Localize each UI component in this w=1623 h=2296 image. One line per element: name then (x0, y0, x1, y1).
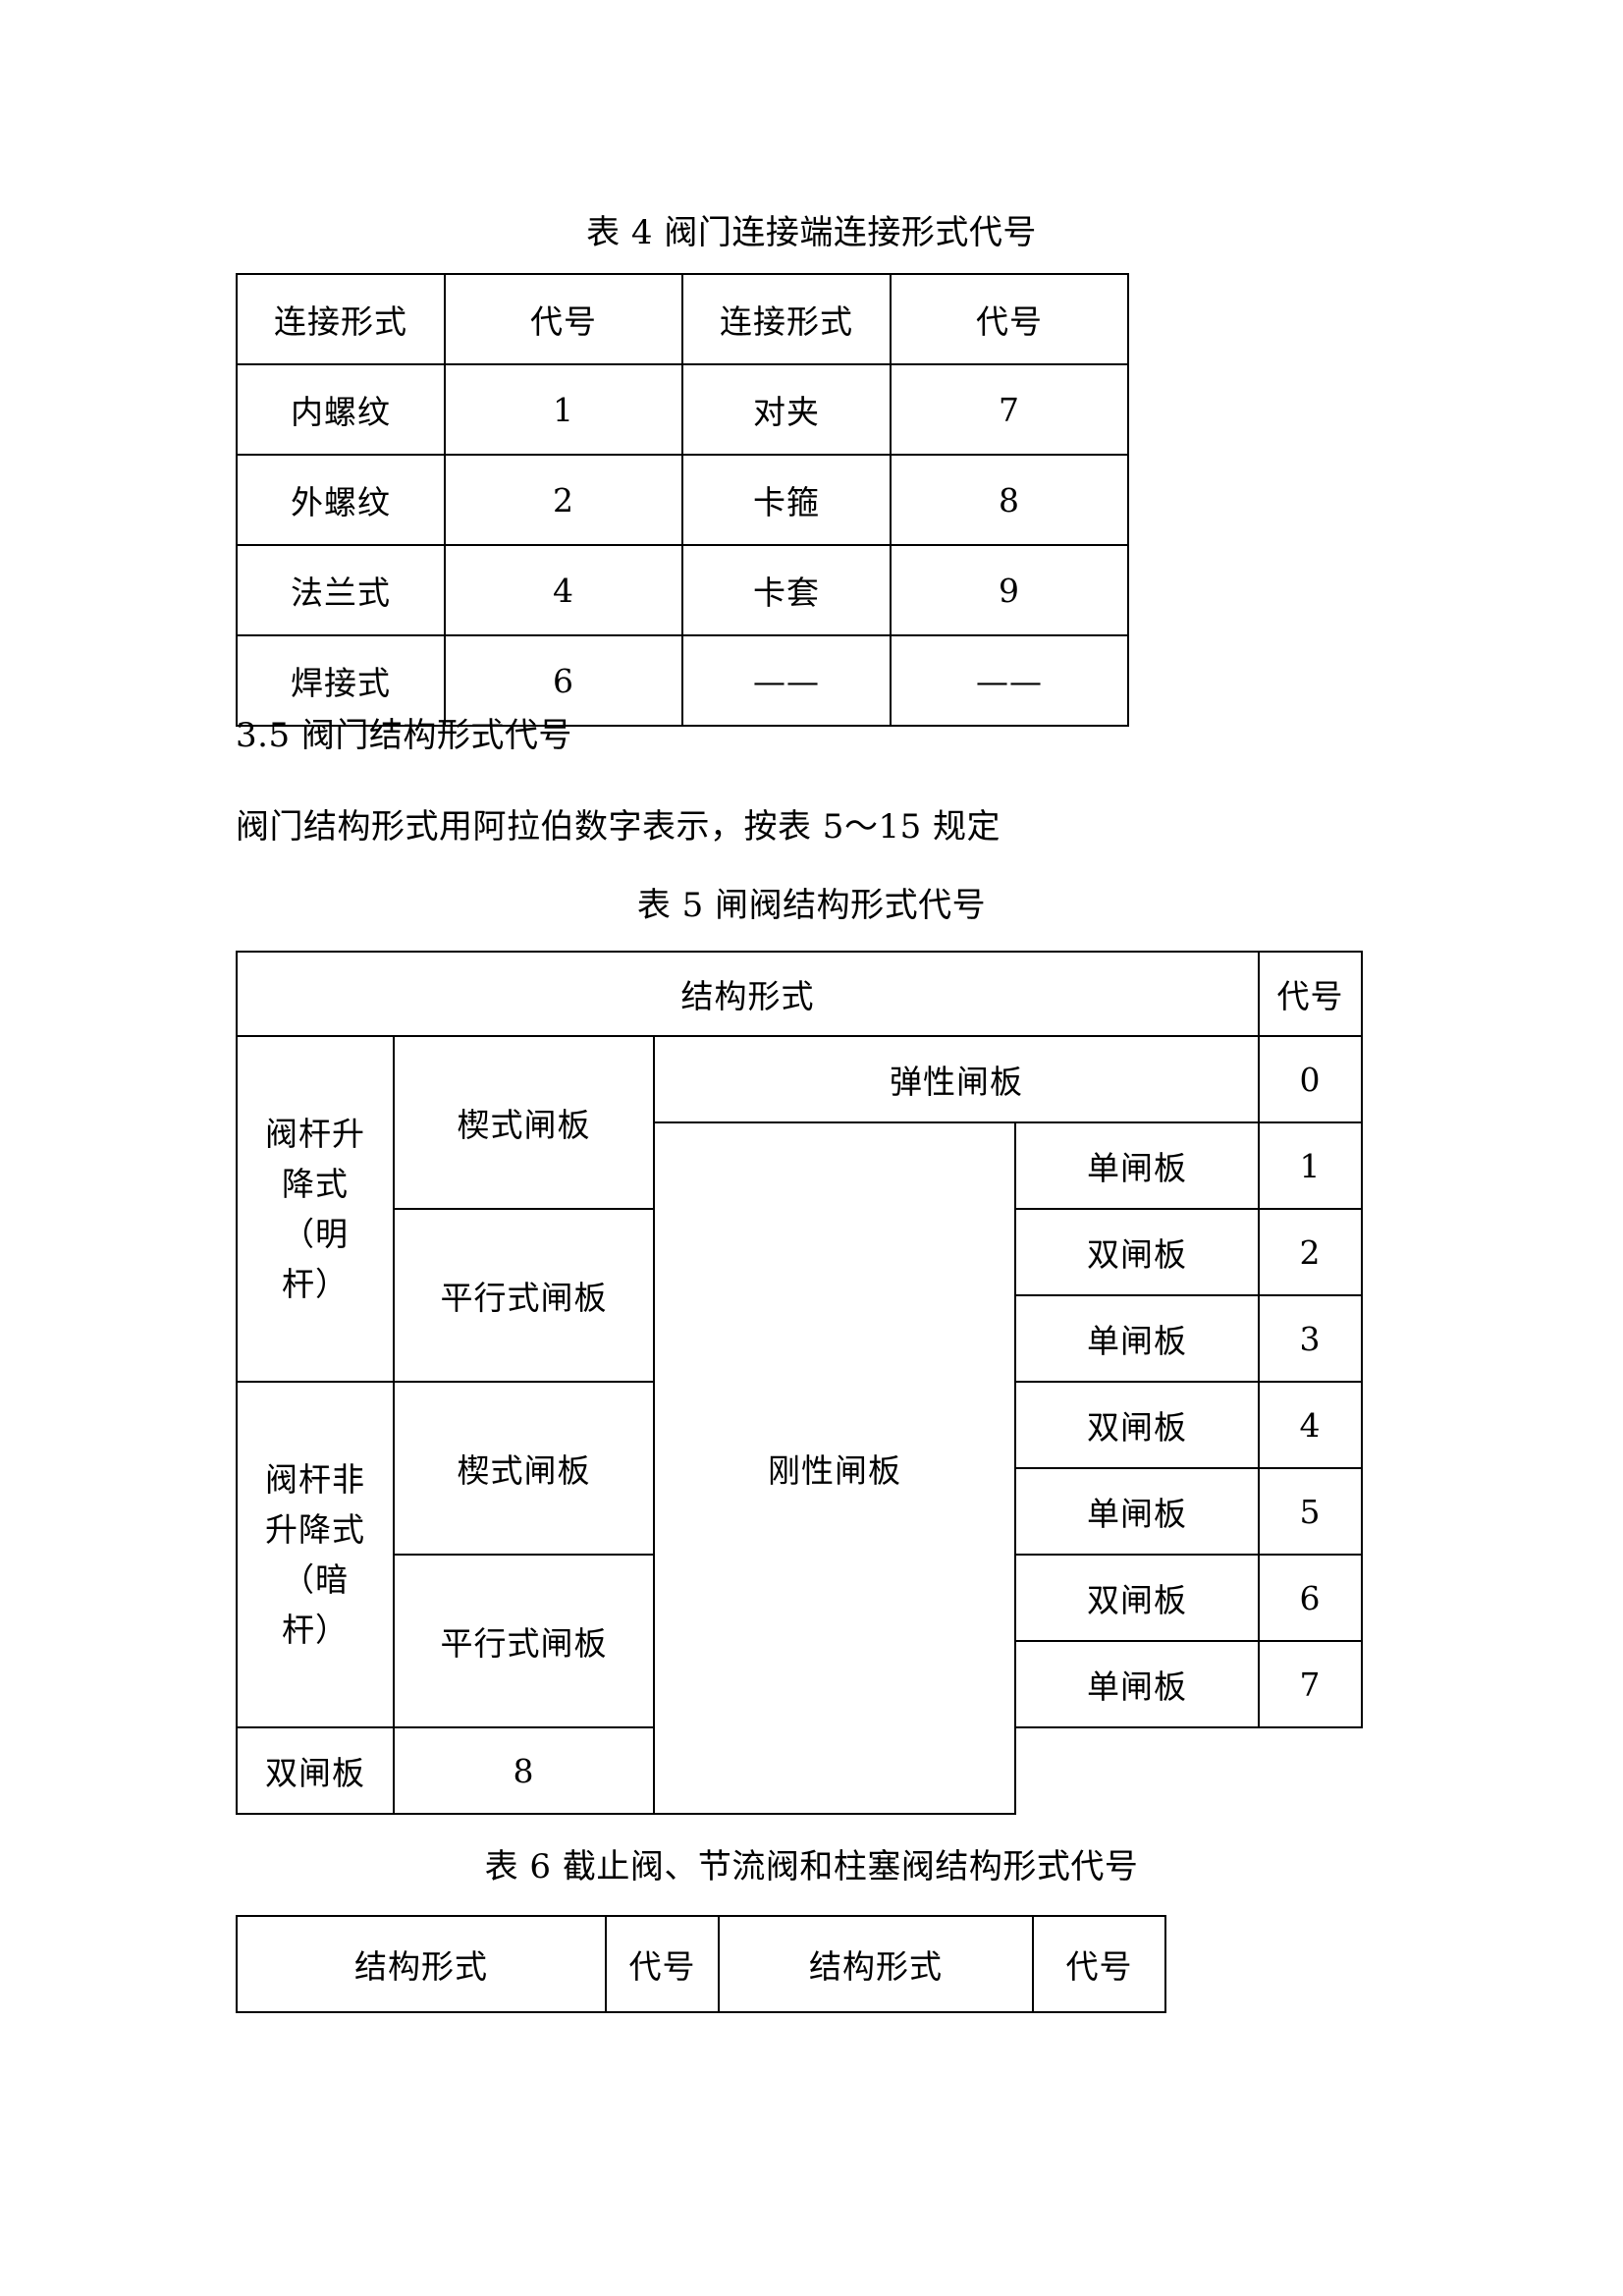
table5-code-cell: 2 (1258, 1208, 1363, 1296)
table-row: 焊接式 6 —— —— (236, 634, 1129, 727)
table-header-row: 连接形式 代号 连接形式 代号 (236, 273, 1129, 365)
table5-elastic-gate: 弹性闸板 (653, 1035, 1260, 1123)
table-header-row: 结构形式 代号 结构形式 代号 (236, 1915, 1166, 2013)
table5-plate-cell: 单闸板 (1014, 1294, 1260, 1383)
gate-valve-structure-code-table: 结构形式 代号 阀杆升 降式 （明 杆） 楔式闸板 弹性闸板 0 刚性闸板 单闸… (236, 951, 1363, 1815)
table5-plate-cell: 单闸板 (1014, 1467, 1260, 1556)
table-row: 法兰式 4 卡套 9 (236, 544, 1129, 636)
table4-header-cell: 连接形式 (681, 273, 892, 365)
table4-cell: 2 (444, 454, 683, 546)
table-row: 单闸板 3 (237, 1294, 1363, 1383)
table-row: 平行式闸板 双闸板 6 (237, 1554, 1363, 1728)
table4-cell: 外螺纹 (236, 454, 446, 546)
table4-cell: 8 (890, 454, 1129, 546)
table4-cell: 卡箍 (681, 454, 892, 546)
table4-header-cell: 代号 (444, 273, 683, 365)
table-row: 外螺纹 2 卡箍 8 (236, 454, 1129, 546)
table5-code-cell: 1 (1258, 1121, 1363, 1210)
table-row: 内螺纹 1 对夹 7 (236, 363, 1129, 456)
table5-stem-rising-label: 阀杆升 降式 （明 杆） (236, 1035, 395, 1383)
table-row: 平行式闸板 双闸板 2 (237, 1208, 1363, 1383)
table4-cell: 内螺纹 (236, 363, 446, 456)
table5-plate-cell: 双闸板 (1014, 1208, 1260, 1296)
table4-cell: 对夹 (681, 363, 892, 456)
table-row: 阀杆升 降式 （明 杆） 楔式闸板 弹性闸板 0 (236, 1035, 1363, 1383)
table-row: 阀杆非 升降式 （暗 杆） 楔式闸板 双闸板 4 (236, 1381, 1363, 1728)
section-heading-3-5: 3.5 阀门结构形式代号 (236, 716, 572, 755)
table5-code-cell: 3 (1258, 1294, 1363, 1383)
table4-cell: —— (681, 634, 892, 727)
table5-code-cell: 7 (1258, 1640, 1363, 1728)
table5-code-cell: 4 (1258, 1381, 1363, 1469)
table4-header-cell: 连接形式 (236, 273, 446, 365)
table4-header-cell: 代号 (890, 273, 1129, 365)
table5-rigid-gate: 刚性闸板 (653, 1121, 1016, 1815)
section-paragraph-3-5: 阀门结构形式用阿拉伯数字表示，按表 5～15 规定 (236, 807, 1001, 847)
table5-wedge-gate-rising: 楔式闸板 (393, 1035, 655, 1210)
valve-connection-code-table: 连接形式 代号 连接形式 代号 内螺纹 1 对夹 7 外螺纹 2 卡箍 8 (236, 273, 1129, 727)
table4-cell: 卡套 (681, 544, 892, 636)
table5-plate-cell: 单闸板 (1014, 1121, 1260, 1210)
table5-plate-cell: 双闸板 (1014, 1381, 1260, 1469)
table5-code-cell: 0 (1258, 1035, 1363, 1123)
table4-cell: 4 (444, 544, 683, 636)
table5-header-structure: 结构形式 (236, 951, 1260, 1037)
table5-code-cell: 6 (1258, 1554, 1363, 1642)
table4-cell: 7 (890, 363, 1129, 456)
table6-header-cell: 结构形式 (236, 1915, 607, 2013)
table4-cell: 9 (890, 544, 1129, 636)
table6-header-cell: 代号 (605, 1915, 720, 2013)
table4-caption: 表 4 阀门连接端连接形式代号 (586, 213, 1037, 252)
table5-stem-nonrising-label: 阀杆非 升降式 （暗 杆） (236, 1381, 395, 1728)
globe-throttle-plunger-valve-structure-code-table: 结构形式 代号 结构形式 代号 (236, 1915, 1166, 2013)
table4-cell: 焊接式 (236, 634, 446, 727)
table6-container: 结构形式 代号 结构形式 代号 (236, 1915, 1166, 2013)
table5-wedge-gate-nonrising: 楔式闸板 (393, 1381, 655, 1556)
table5-code-cell: 8 (393, 1726, 655, 1815)
table5-plate-cell: 双闸板 (236, 1726, 395, 1815)
table5-plate-cell: 单闸板 (1014, 1640, 1260, 1728)
table4-cell: 6 (444, 634, 683, 727)
table-row: 刚性闸板 单闸板 1 (237, 1121, 1363, 1815)
table5-plate-cell: 双闸板 (1014, 1554, 1260, 1642)
table5-code-cell: 5 (1258, 1467, 1363, 1556)
table-header-row: 结构形式 代号 (236, 951, 1363, 1037)
table5-parallel-gate-rising: 平行式闸板 (393, 1208, 655, 1383)
table6-caption: 表 6 截止阀、节流阀和柱塞阀结构形式代号 (484, 1847, 1139, 1886)
table6-header-cell: 结构形式 (718, 1915, 1034, 2013)
table5-header-code: 代号 (1258, 951, 1363, 1037)
table6-header-cell: 代号 (1032, 1915, 1166, 2013)
table5-parallel-gate-nonrising: 平行式闸板 (393, 1554, 655, 1728)
table4-container: 连接形式 代号 连接形式 代号 内螺纹 1 对夹 7 外螺纹 2 卡箍 8 (236, 273, 1129, 727)
table5-caption: 表 5 闸阀结构形式代号 (636, 886, 987, 925)
table4-cell: 1 (444, 363, 683, 456)
table4-cell: —— (890, 634, 1129, 727)
table4-cell: 法兰式 (236, 544, 446, 636)
table-row: 单闸板 5 (237, 1467, 1363, 1556)
table5-container: 结构形式 代号 阀杆升 降式 （明 杆） 楔式闸板 弹性闸板 0 刚性闸板 单闸… (236, 951, 1363, 1815)
table-row: 双闸板 8 (236, 1726, 1362, 1815)
table-row: 单闸板 7 (237, 1640, 1363, 1728)
